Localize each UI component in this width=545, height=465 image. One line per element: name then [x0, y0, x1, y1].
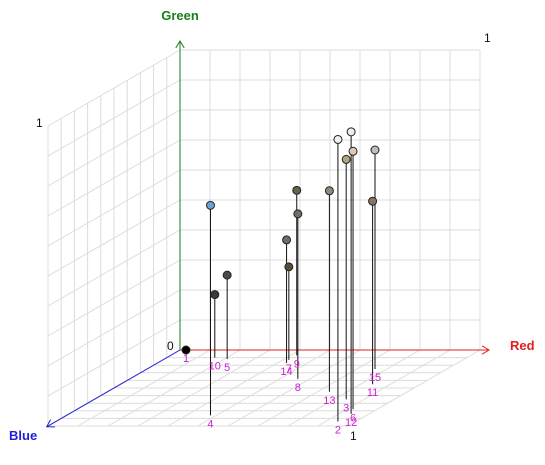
- point-label-5: 5: [224, 362, 230, 374]
- point-label-8: 8: [295, 382, 301, 394]
- grid-line: [317, 349, 451, 427]
- point-label-15: 15: [369, 372, 381, 384]
- chart-grid: [47, 49, 481, 427]
- point-label-14: 14: [280, 366, 292, 378]
- grid-line: [47, 49, 181, 127]
- tick-label-back-top: 1: [484, 31, 491, 45]
- data-point-14: [282, 235, 292, 245]
- tick-label-green-max: 1: [36, 116, 43, 130]
- data-point-7: [284, 262, 294, 272]
- data-point-2: [333, 134, 343, 144]
- axis-title-red: Red: [510, 338, 535, 353]
- data-point-1: [181, 345, 191, 355]
- data-point-12: [346, 127, 356, 137]
- point-label-1: 1: [183, 353, 189, 365]
- axis-blue: [46, 349, 181, 428]
- point-label-12: 12: [345, 417, 357, 429]
- data-point-6: [348, 146, 358, 156]
- data-point-5: [222, 270, 232, 280]
- point-label-10: 10: [209, 361, 221, 373]
- axis-title-green: Green: [161, 8, 199, 23]
- point-label-6: 6: [350, 412, 356, 424]
- grid-line: [47, 109, 181, 187]
- grid-line: [47, 169, 181, 247]
- point-label-13: 13: [323, 395, 335, 407]
- axis-title-blue: Blue: [9, 428, 37, 443]
- axis-red-arrow: [481, 345, 490, 355]
- axis-green-arrow: [175, 40, 185, 49]
- data-point-15: [370, 145, 380, 155]
- data-point-9: [292, 185, 302, 195]
- point-label-7: 7: [286, 363, 292, 375]
- tick-label-origin: 0: [167, 339, 174, 353]
- point-label-2: 2: [335, 424, 341, 436]
- data-point-3: [341, 154, 351, 164]
- point-label-11: 11: [367, 387, 378, 399]
- grid-line: [257, 349, 391, 427]
- chart-axes: [45, 40, 490, 428]
- data-point-4: [205, 200, 215, 210]
- axis-blue-arrow: [45, 419, 55, 428]
- point-stems: [209, 131, 376, 422]
- data-point-13: [324, 186, 334, 196]
- grid-line: [287, 349, 421, 427]
- point-label-4: 4: [207, 418, 213, 430]
- point-label-3: 3: [343, 402, 349, 414]
- point-label-9: 9: [294, 358, 300, 370]
- tick-label-red-max: 1: [350, 429, 357, 443]
- axis-titles: Green Red Blue 0 1 1 1: [9, 8, 535, 443]
- data-point-8: [293, 209, 303, 219]
- grid-line: [47, 79, 181, 157]
- data-point-11: [368, 196, 378, 206]
- grid-line: [347, 349, 481, 427]
- grid-line: [47, 139, 181, 217]
- data-point-10: [210, 290, 220, 300]
- data-points: [181, 127, 380, 355]
